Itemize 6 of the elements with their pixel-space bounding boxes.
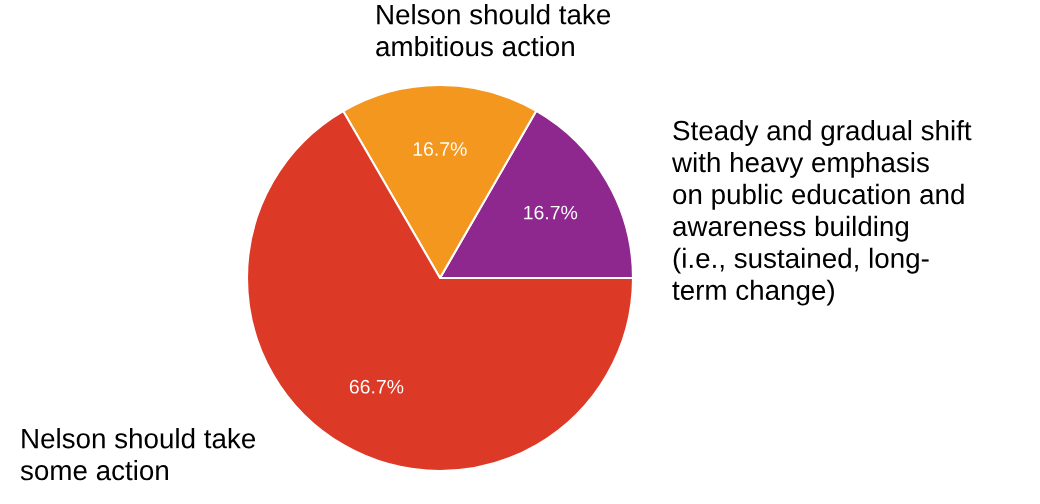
data-label: 16.7% [413,142,467,156]
slice-label: Nelson should take some action [20,428,256,481]
data-label: 16.7% [524,205,578,220]
slice-label: Nelson should take ambitious action [376,4,611,57]
slice-label: Steady and gradual shift with heavy emphasis on public education and awareness building (i.e., sustained, long- term change) [671,120,972,306]
data-label: 66.7% [349,379,404,394]
